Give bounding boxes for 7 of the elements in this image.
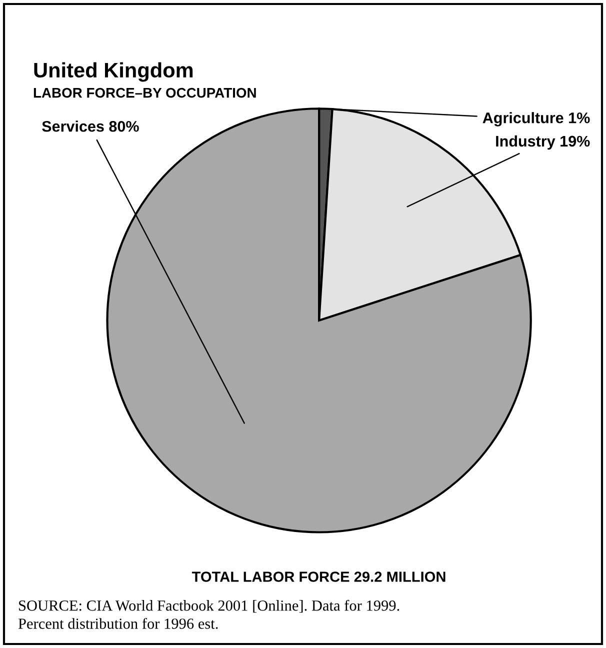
source-note: SOURCE: CIA World Factbook 2001 [Online]. Data for 1999. Percent distribution for 1996 est. [18, 600, 400, 629]
slice-label: Industry 19% [496, 135, 590, 150]
slice-label: Services 80% [42, 120, 139, 132]
chart-title: United Kingdom [34, 62, 193, 82]
slice-label: Agriculture 1% [482, 112, 590, 126]
text: TOTAL LABOR FORCE 29.2 MILLION [192, 572, 446, 582]
chart-subtitle: LABOR FORCE–BY OCCUPATION [34, 88, 256, 98]
